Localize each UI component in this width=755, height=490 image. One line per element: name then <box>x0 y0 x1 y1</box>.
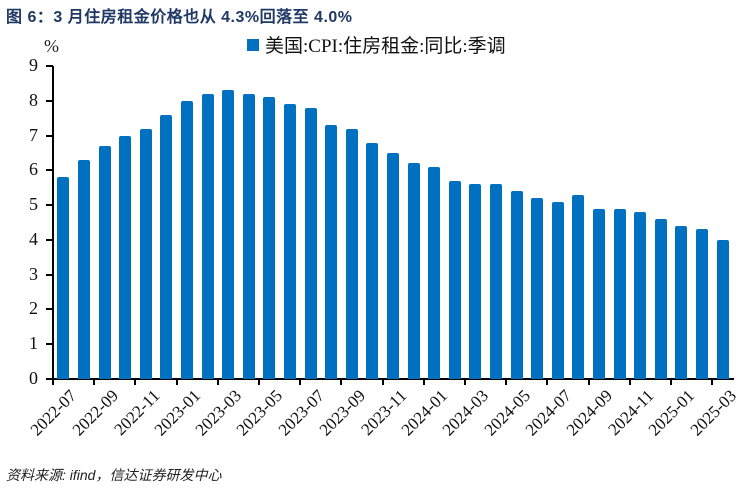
x-tick <box>628 379 631 385</box>
x-tick <box>258 379 260 385</box>
y-tick-label: 7 <box>29 124 38 145</box>
y-axis-line <box>52 66 54 380</box>
y-tick-label: 9 <box>29 55 38 75</box>
bar <box>634 212 647 379</box>
x-tick <box>464 379 466 385</box>
x-tick <box>299 379 302 385</box>
bar <box>407 163 420 379</box>
y-tick <box>46 238 53 241</box>
bar <box>263 97 276 379</box>
bar <box>98 145 111 379</box>
y-tick-label: 0 <box>29 368 38 388</box>
x-tick <box>340 379 343 385</box>
x-tick <box>505 379 508 385</box>
bar <box>119 135 132 379</box>
bar <box>572 194 585 379</box>
y-tick <box>46 204 53 207</box>
bar <box>531 198 544 379</box>
bar <box>654 219 667 379</box>
y-tick <box>46 65 53 67</box>
x-tick-label: 2022-07 <box>26 386 81 440</box>
bar <box>57 177 70 379</box>
x-tick <box>52 379 54 385</box>
bar <box>242 93 255 379</box>
bar <box>304 107 317 379</box>
bar <box>139 128 152 379</box>
x-tick <box>670 379 672 385</box>
bar <box>386 152 399 379</box>
bar <box>160 114 173 379</box>
bar <box>551 201 564 379</box>
bar <box>366 142 379 379</box>
x-tick <box>711 379 714 385</box>
x-axis-line <box>46 378 734 380</box>
bar <box>222 90 235 379</box>
y-tick <box>46 308 53 311</box>
x-tick <box>587 379 590 385</box>
bar <box>469 184 482 379</box>
x-tick <box>216 379 219 385</box>
x-tick <box>422 379 425 385</box>
bar <box>613 208 626 379</box>
legend-label: 美国:CPI:住房租金:同比:季调 <box>265 36 506 57</box>
x-tick-label: 2024-03 <box>438 386 493 440</box>
source-note: 资料来源: ifind，信达证券研发中心 <box>6 467 222 483</box>
y-axis-unit: % <box>44 36 59 56</box>
y-tick <box>46 273 53 276</box>
bar <box>180 100 193 379</box>
legend: 美国:CPI:住房租金:同比:季调 <box>247 31 506 58</box>
y-tick-label: 1 <box>29 333 38 354</box>
bar <box>77 159 90 379</box>
y-tick-label: 5 <box>29 194 38 215</box>
bar <box>510 191 523 379</box>
bar <box>489 184 502 379</box>
bar <box>201 93 214 379</box>
bar <box>675 225 688 379</box>
x-tick <box>546 379 549 385</box>
bar <box>283 104 296 379</box>
x-tick-label: 2025-03 <box>686 386 740 440</box>
bar <box>345 128 358 379</box>
x-tick <box>134 379 137 385</box>
bar <box>592 208 605 379</box>
chart-title: 图 6：3 月住房租金价格也从 4.3%回落至 4.0% <box>6 9 353 26</box>
y-tick-label: 8 <box>29 89 38 110</box>
bar <box>325 125 338 379</box>
y-tick <box>46 343 53 346</box>
x-tick <box>93 379 96 385</box>
y-tick <box>46 378 53 380</box>
x-tick-label: 2023-07 <box>274 386 328 440</box>
x-tick <box>381 379 384 385</box>
x-tick <box>175 379 178 385</box>
legend-swatch-icon <box>247 38 259 51</box>
bar <box>428 166 441 379</box>
x-tick-label: 2023-05 <box>232 386 287 440</box>
bar <box>716 239 729 379</box>
bar <box>695 229 708 379</box>
x-tick-label: 2024-05 <box>480 386 534 440</box>
y-tick <box>46 99 53 102</box>
y-tick-label: 4 <box>29 228 38 249</box>
y-tick <box>46 169 53 172</box>
y-tick-label: 2 <box>29 298 38 319</box>
y-tick-label: 3 <box>29 263 38 284</box>
y-tick-label: 6 <box>29 159 38 180</box>
bar <box>448 180 461 379</box>
y-tick <box>46 134 53 137</box>
